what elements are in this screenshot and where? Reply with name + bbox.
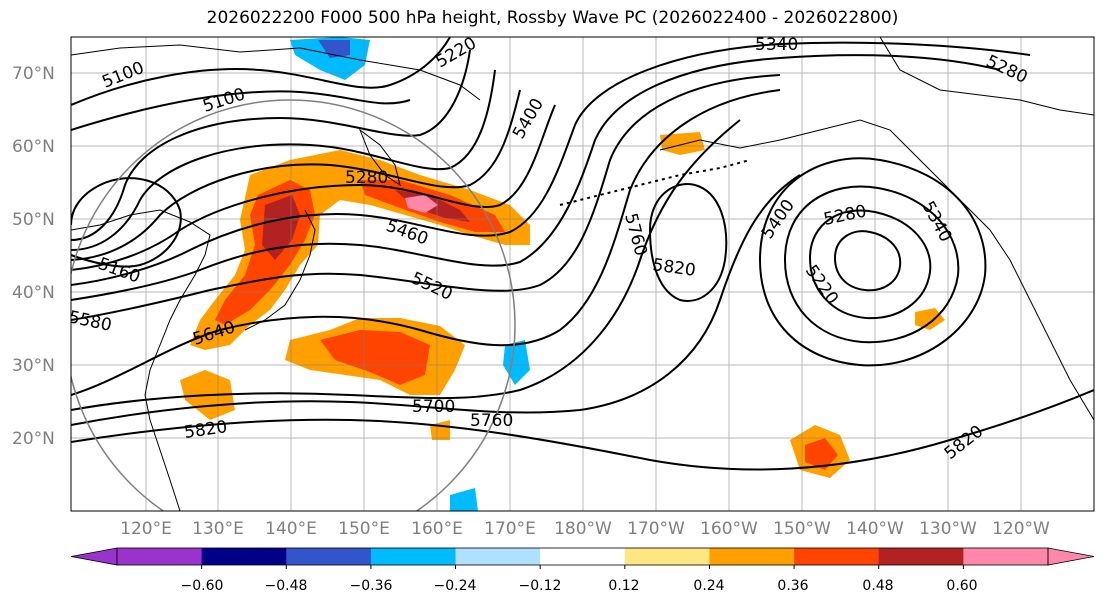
lon-label: 140°W [846, 519, 904, 539]
domain-circle [71, 99, 516, 511]
height-contours [71, 37, 1094, 471]
lat-label: 40°N [12, 283, 55, 303]
lon-label: 140°E [265, 519, 317, 539]
coastline-japan [244, 209, 316, 331]
contour-5220 [71, 49, 471, 241]
coastline-arctic-america [879, 37, 1094, 116]
contour-label: 5760 [470, 411, 513, 431]
lon-label: 150°W [773, 519, 831, 539]
contour-5400 [71, 104, 556, 271]
contour-5520 [71, 54, 1001, 301]
contour-5460 [71, 41, 1031, 286]
contour-label: 5280 [345, 168, 388, 188]
cutoff-low-outer [758, 157, 987, 367]
contour-5280 [71, 69, 496, 251]
anomaly-red-south [320, 330, 838, 470]
colorbar-segment [286, 548, 372, 565]
contour-label: 5700 [412, 397, 455, 417]
colorbar-segment [370, 548, 457, 565]
colorbar-tick-label: −0.36 [350, 578, 393, 594]
colorbar-tick-label: 0.60 [946, 578, 977, 594]
map-title: 2026022200 F000 500 hPa height, Rossby W… [206, 8, 899, 28]
colorbar-ticks: −0.60 −0.48 −0.36 −0.24 −0.12 0.12 0.24 … [181, 578, 978, 594]
lon-label: 120°E [120, 519, 172, 539]
colorbar-tick-label: −0.12 [519, 578, 562, 594]
colorbar-extend-low [70, 547, 118, 566]
lon-label: 130°E [192, 519, 244, 539]
coastlines [71, 37, 1094, 511]
colorbar-tick-label: −0.24 [434, 578, 477, 594]
colorbar-segment [540, 548, 626, 565]
contour-5700 [71, 119, 741, 411]
anomaly-pink-west [405, 195, 438, 213]
colorbar-tick-label: 0.12 [608, 578, 639, 594]
colorbar-segment [455, 548, 541, 565]
map-frame [70, 36, 1095, 512]
colorbar-segment [709, 548, 795, 565]
colorbar-tick-label: 0.36 [777, 578, 808, 594]
contour-label: 5340 [755, 35, 798, 55]
colorbar-tick-label: −0.60 [181, 578, 224, 594]
lon-label: 180°W [554, 519, 612, 539]
lon-label: 160°W [700, 519, 758, 539]
contour-5580 [71, 74, 781, 321]
colorbar-tick-label: 0.48 [862, 578, 893, 594]
coastline-siberia [71, 44, 481, 101]
colorbar-segment [624, 548, 710, 565]
lon-label: 150°E [338, 519, 390, 539]
longitude-labels: 120°E 130°E 140°E 150°E 160°E 170°E 180°… [120, 519, 1050, 539]
contour-5160 [71, 177, 182, 268]
colorbar-segment [963, 548, 1049, 565]
lat-label: 50°N [12, 210, 55, 230]
colorbar-extend-high [1047, 547, 1095, 566]
aleutian-islands [559, 159, 751, 206]
coastline-alaska [659, 119, 1094, 421]
colorbar-segment [117, 548, 203, 565]
lon-label: 170°E [484, 519, 536, 539]
cutoff-low-core [833, 230, 902, 292]
lon-label: 160°E [411, 519, 463, 539]
anomaly-darkblue-north [318, 40, 350, 58]
colorbar-tick-label: 0.24 [693, 578, 724, 594]
contour-5100 [71, 37, 451, 106]
contour-5820-south [71, 389, 1094, 471]
lat-label: 30°N [12, 356, 55, 376]
lon-label: 120°W [992, 519, 1050, 539]
map-area: 5100 5100 5220 5340 5280 5400 5280 5460 … [71, 35, 1094, 511]
cutoff-low-inner [808, 209, 932, 320]
ridge-5820 [648, 183, 728, 302]
colorbar-segment [794, 548, 880, 565]
colorbar-tick-label: −0.48 [265, 578, 308, 594]
colorbar-outline [116, 547, 1049, 566]
lon-label: 130°W [919, 519, 977, 539]
colorbar-segment [878, 548, 964, 565]
lat-label: 60°N [12, 137, 55, 157]
contour-5340 [71, 89, 521, 261]
colorbar [70, 547, 1095, 569]
colorbar-segment [201, 548, 287, 565]
contour-5640 [71, 89, 781, 396]
lon-label: 170°W [627, 519, 685, 539]
contour-5100-b [71, 90, 411, 131]
latitude-labels: 70°N 60°N 50°N 40°N 30°N 20°N [12, 64, 55, 449]
contour-5760 [71, 174, 801, 426]
cutoff-low-mid [783, 185, 960, 344]
lat-label: 20°N [12, 429, 55, 449]
lat-label: 70°N [12, 64, 55, 84]
